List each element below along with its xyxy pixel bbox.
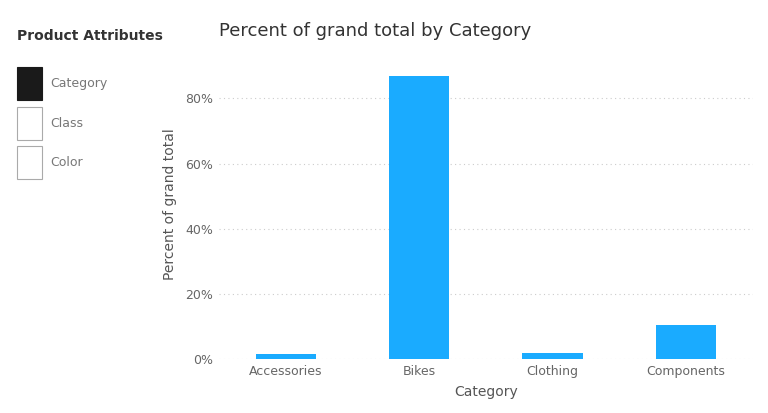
Text: Category: Category <box>50 77 108 90</box>
Text: Product Attributes: Product Attributes <box>17 29 163 43</box>
Bar <box>389 76 449 359</box>
Bar <box>256 354 316 359</box>
Text: Class: Class <box>50 116 83 130</box>
Y-axis label: Percent of grand total: Percent of grand total <box>163 128 177 280</box>
Bar <box>656 325 716 359</box>
X-axis label: Category: Category <box>454 385 518 399</box>
Bar <box>522 353 582 359</box>
FancyBboxPatch shape <box>17 107 42 140</box>
FancyBboxPatch shape <box>17 146 42 179</box>
FancyBboxPatch shape <box>17 67 42 100</box>
Text: Color: Color <box>50 156 82 169</box>
Text: Percent of grand total by Category: Percent of grand total by Category <box>219 21 531 40</box>
